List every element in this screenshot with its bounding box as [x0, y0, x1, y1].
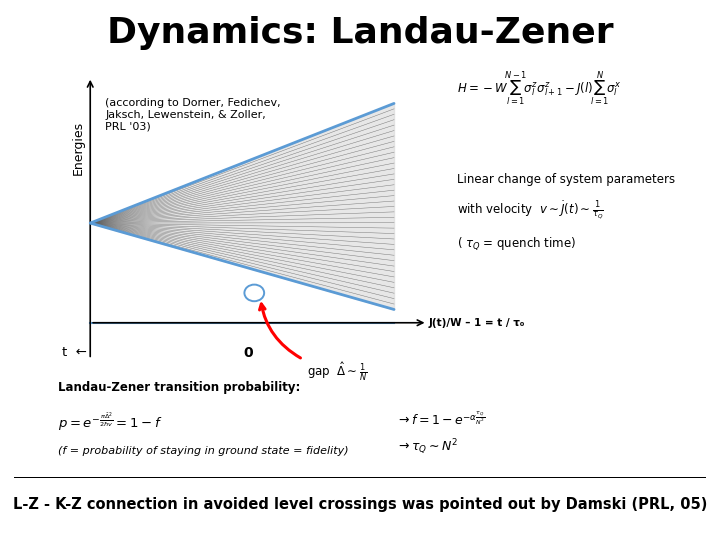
Text: with velocity  $v \sim \dot{J}(t) \sim \frac{1}{\tau_Q}$: with velocity $v \sim \dot{J}(t) \sim \f…: [457, 200, 604, 221]
Text: Energies: Energies: [71, 121, 84, 176]
Text: (f = probability of staying in ground state = fidelity): (f = probability of staying in ground st…: [58, 446, 348, 456]
Text: ( $\tau_Q$ = quench time): ( $\tau_Q$ = quench time): [457, 235, 576, 252]
Text: $\rightarrow \tau_Q \sim N^2$: $\rightarrow \tau_Q \sim N^2$: [396, 437, 458, 457]
Text: $\rightarrow f = 1 - e^{-\alpha\frac{\tau_Q}{N^2}}$: $\rightarrow f = 1 - e^{-\alpha\frac{\ta…: [396, 410, 486, 428]
Text: t  ←: t ←: [63, 346, 87, 359]
Text: Landau-Zener transition probability:: Landau-Zener transition probability:: [58, 381, 300, 394]
Text: 0: 0: [243, 346, 253, 360]
Text: $H = -W\!\sum_{l=1}^{N-1}\!\sigma_l^z\sigma_{l+1}^z - J(l)\!\sum_{l=1}^{N}\!\sig: $H = -W\!\sum_{l=1}^{N-1}\!\sigma_l^z\si…: [457, 70, 621, 109]
Text: $p = e^{-\frac{\pi\hat{\Delta}^2}{2\hbar v}} = 1 - f$: $p = e^{-\frac{\pi\hat{\Delta}^2}{2\hbar…: [58, 410, 162, 433]
Text: Dynamics: Landau-Zener: Dynamics: Landau-Zener: [107, 16, 613, 50]
Text: gap  $\hat{\Delta} \sim \frac{1}{N}$: gap $\hat{\Delta} \sim \frac{1}{N}$: [307, 361, 368, 383]
Text: Linear change of system parameters: Linear change of system parameters: [457, 173, 675, 186]
Text: (according to Dorner, Fedichev,
Jaksch, Lewenstein, & Zoller,
PRL '03): (according to Dorner, Fedichev, Jaksch, …: [105, 98, 281, 132]
Text: L-Z - K-Z connection in avoided level crossings was pointed out by Damski (PRL, : L-Z - K-Z connection in avoided level cr…: [13, 497, 707, 512]
Text: J(t)/W – 1 = t / τ₀: J(t)/W – 1 = t / τ₀: [429, 318, 526, 328]
